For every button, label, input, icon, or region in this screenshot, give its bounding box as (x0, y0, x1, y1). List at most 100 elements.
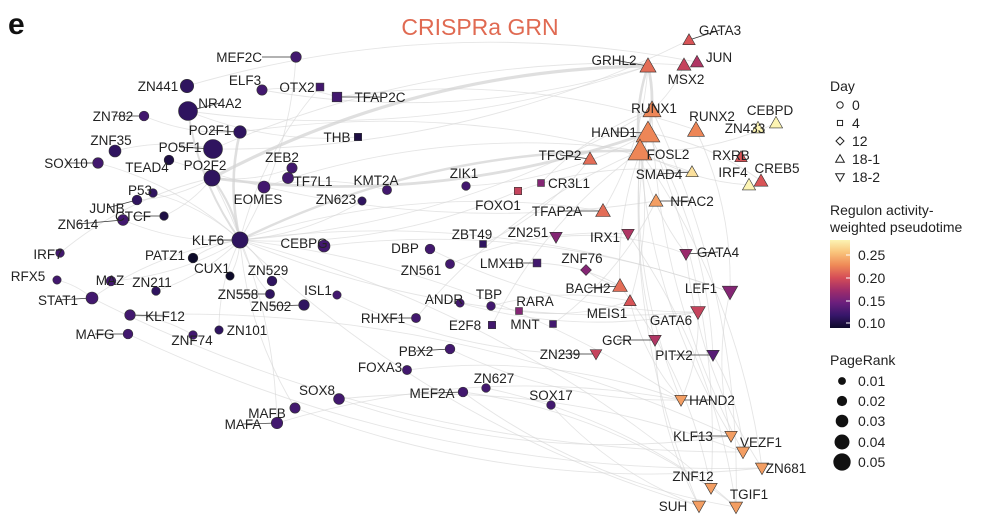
node-ctcf-marker (159, 211, 169, 221)
node-vezf1-marker (735, 446, 751, 460)
legend-marks (830, 101, 851, 471)
network-edge (127, 333, 763, 469)
node-klf13-marker (724, 431, 738, 443)
network-edge (239, 239, 737, 508)
node-label-grhl2: GRHL2 (591, 53, 636, 68)
node-cebpd-marker (768, 115, 784, 129)
network-edge (518, 300, 631, 315)
node-label-rfx5: RFX5 (11, 269, 46, 284)
network-edge (239, 239, 296, 409)
node-label-sox8: SOX8 (299, 383, 335, 398)
node-znf12-marker (704, 483, 718, 495)
node-zn502-marker (298, 299, 310, 311)
network-edge (294, 407, 763, 475)
legend-activity-title-line2: weighted pseudotime (830, 219, 963, 235)
node-label-lmx1b: LMX1B (480, 256, 524, 271)
node-sox17-marker (546, 400, 556, 410)
node-label-otx2: OTX2 (279, 80, 314, 95)
node-label-tfcp2: TFCP2 (539, 148, 582, 163)
node-label-cux1: CUX1 (194, 261, 230, 276)
node-label-gata3: GATA3 (699, 23, 741, 38)
node-gata6-marker (690, 306, 706, 320)
label-leader-line (613, 59, 649, 67)
node-andr-marker (455, 298, 465, 308)
node-tf7l1-marker (282, 172, 294, 184)
node-label-po2f1: PO2F1 (189, 123, 232, 138)
network-edge (552, 200, 657, 325)
network-edge (647, 132, 762, 182)
network-edge (555, 234, 687, 255)
node-zn558-marker (265, 289, 275, 299)
network-edge (239, 239, 700, 507)
node-label-mef2a: MEF2A (409, 386, 454, 401)
node-e2f8-marker (488, 321, 496, 329)
node-gata3-marker (682, 33, 696, 45)
legend-pagerank-dot (833, 453, 851, 471)
node-zbt49-marker (479, 240, 487, 248)
node-label-irf4: IRF4 (718, 165, 748, 180)
network-edge (490, 294, 631, 307)
node-zn614-marker (117, 214, 129, 226)
node-cr3l1-marker (537, 179, 545, 187)
node-nfac2-marker (648, 193, 664, 207)
node-label-foxa3: FOXA3 (358, 360, 402, 375)
network-edge (406, 364, 682, 401)
node-meis1-marker (623, 294, 637, 306)
node-label-msx2: MSX2 (668, 72, 705, 87)
node-lmx1b-marker (532, 258, 542, 268)
node-label-isl1: ISL1 (304, 283, 332, 298)
node-runx1-marker (642, 100, 662, 118)
node-rfx5-marker (52, 275, 62, 285)
network-edge (338, 398, 732, 446)
label-leader-line (688, 29, 721, 41)
network-edge (536, 262, 621, 287)
node-label-elf3: ELF3 (229, 73, 261, 88)
node-label-nfac2: NFAC2 (670, 194, 714, 209)
network-edge (540, 109, 653, 184)
node-label-junb: JUNB (89, 201, 124, 216)
label-leader-line (559, 154, 591, 160)
node-label-suh: SUH (659, 499, 688, 514)
legend-pagerank-item: 0.01 (858, 373, 886, 389)
network-edge (239, 200, 604, 241)
node-label-creb5: CREB5 (754, 161, 799, 176)
legend-pagerank-dot (834, 434, 850, 450)
node-tfcp2-marker (582, 151, 598, 165)
node-label-cebpg: CEBPG (280, 236, 327, 251)
node-zn251-marker (549, 232, 563, 244)
panel-letter: e (8, 8, 25, 41)
node-irf7-marker (55, 248, 65, 258)
network-edge (239, 239, 682, 401)
legend-day-title: Day (830, 78, 855, 94)
node-lef1-marker (721, 285, 739, 301)
node-patz1-marker (187, 252, 199, 264)
colorbar-tick-label: 0.20 (858, 270, 886, 286)
node-label-zn101: ZN101 (227, 323, 268, 338)
network-edge (647, 132, 714, 356)
node-isl1-marker (332, 290, 342, 300)
node-label-jun: JUN (706, 50, 732, 65)
network-edge (629, 300, 682, 401)
node-stat1-marker (85, 291, 99, 305)
network-edge (491, 150, 641, 326)
label-leader-line (415, 348, 451, 352)
label-leader-line (658, 171, 693, 175)
node-label-zn441: ZN441 (138, 79, 179, 94)
node-label-patz1: PATZ1 (145, 248, 185, 263)
node-label-stat1: STAT1 (38, 293, 78, 308)
label-leader-line (129, 314, 166, 317)
network-edge (482, 158, 591, 245)
network-edge (639, 150, 763, 469)
node-bach2-marker (612, 278, 628, 292)
node-suh-marker (691, 500, 707, 514)
node-label-zn627: ZN627 (474, 371, 515, 386)
node-po5f1-marker (203, 139, 223, 159)
node-label-eomes: EOMES (234, 192, 283, 207)
node-label-hand1: HAND1 (591, 125, 637, 140)
network-edge (721, 291, 732, 437)
node-label-andr: ANDR (425, 292, 464, 307)
node-otx2-marker (315, 82, 325, 92)
node-label-mafg: MAFG (76, 327, 115, 342)
network-edge (276, 385, 682, 424)
legend-pagerank-item: 0.03 (858, 413, 886, 429)
